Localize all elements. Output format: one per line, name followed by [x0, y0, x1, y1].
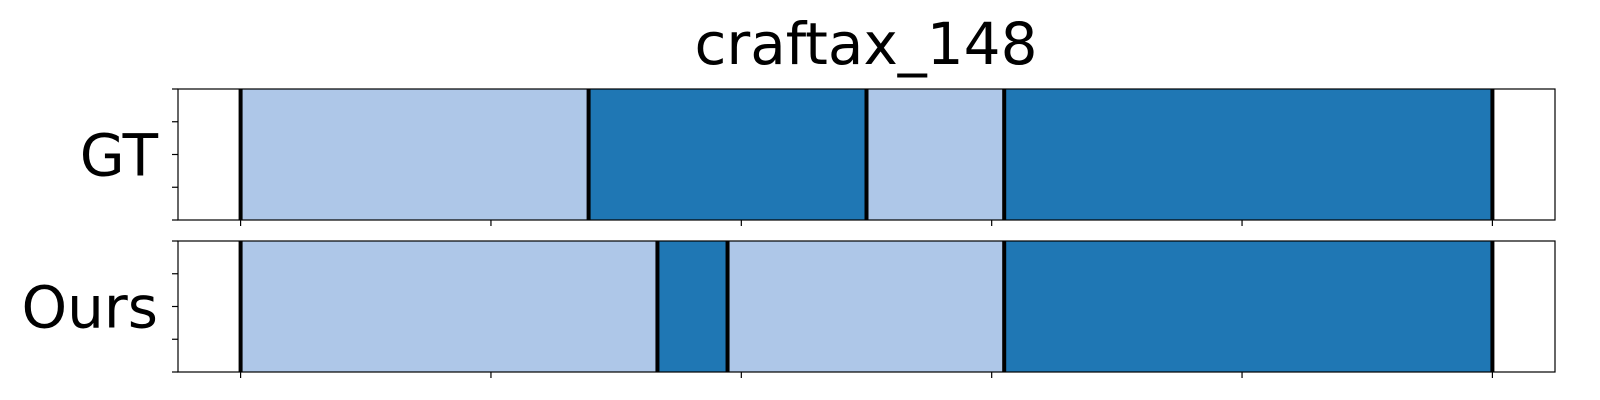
segment-ours-1	[240, 241, 658, 372]
segment-ours-4	[1004, 241, 1493, 372]
row-label-ours: Ours	[22, 274, 158, 342]
panel-ours: Ours	[22, 240, 1556, 378]
segment-gt-2	[588, 89, 867, 220]
segment-gt-4	[1004, 89, 1493, 220]
segment-ours-2	[657, 241, 728, 372]
panels: GT Ours	[22, 88, 1556, 378]
segment-gt-3	[866, 89, 1005, 220]
chart-title: craftax_148	[695, 10, 1038, 78]
panel-gt: GT	[80, 88, 1556, 226]
segment-ours-3	[727, 241, 1005, 372]
row-label-gt: GT	[80, 122, 159, 190]
segment-gt-1	[240, 89, 589, 220]
